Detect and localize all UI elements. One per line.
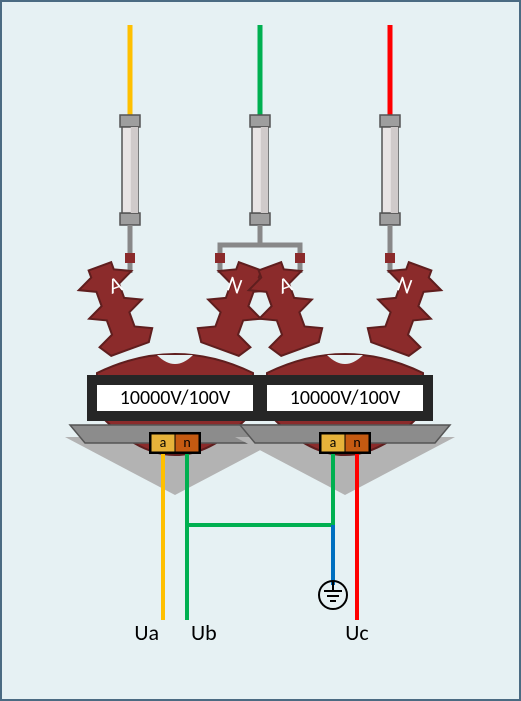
fuse-c xyxy=(380,115,400,225)
ratio-label-T2: 10000V/100V xyxy=(290,386,401,410)
label-uc: Uc xyxy=(345,619,368,646)
fuse-b xyxy=(250,115,270,225)
ratio-label-T1: 10000V/100V xyxy=(120,386,231,410)
diagram-svg: 10000V/100VanAN10000V/100VanANUaUbUc xyxy=(0,0,521,701)
sec-n-T2: n xyxy=(353,434,360,451)
sec-a-T2: a xyxy=(330,434,337,451)
sec-n-T1: n xyxy=(183,434,190,451)
label-ub: Ub xyxy=(191,619,217,646)
label-ua: Ua xyxy=(134,619,159,646)
sec-a-T1: a xyxy=(160,434,167,451)
fuse-a xyxy=(120,115,140,225)
diagram-stage: 10000V/100VanAN10000V/100VanANUaUbUc xyxy=(0,0,521,701)
